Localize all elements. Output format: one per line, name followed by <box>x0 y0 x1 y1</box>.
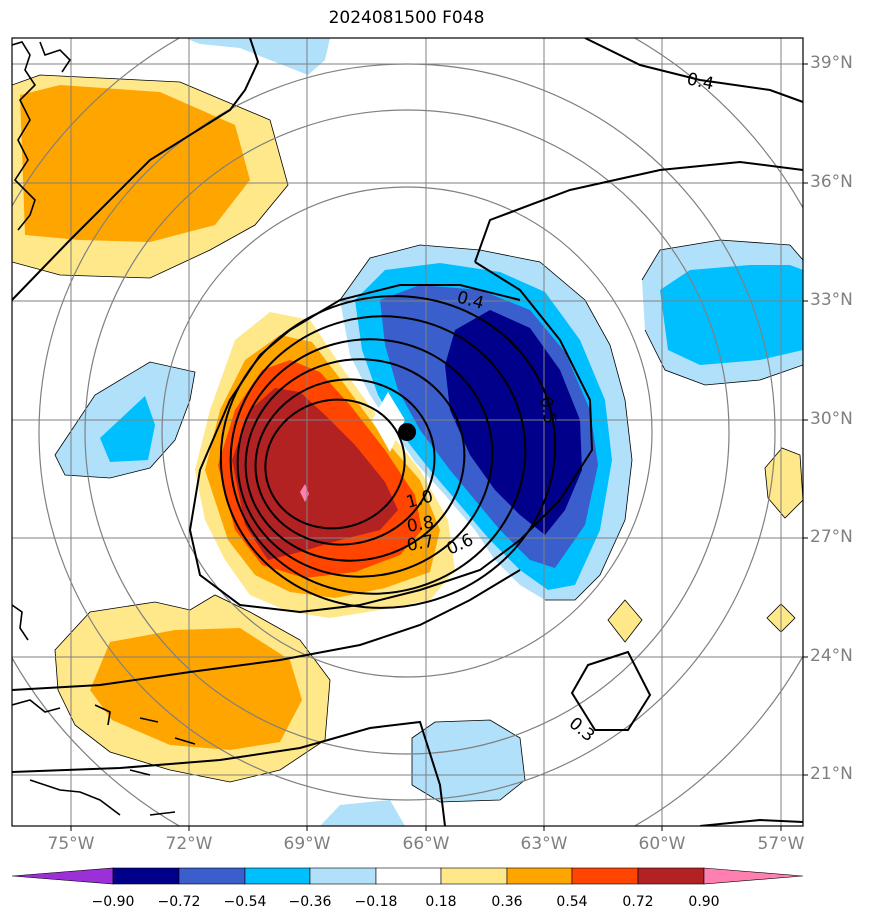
lat-label: 30°N <box>810 409 853 429</box>
lat-label: 24°N <box>810 646 853 666</box>
neutral-slot <box>372 392 405 452</box>
negative-region-north <box>185 38 330 75</box>
colorbar-extend-high <box>703 867 804 885</box>
lat-label: 39°N <box>810 53 853 73</box>
tick-marks <box>70 63 808 831</box>
colorbar-tick-label: −0.90 <box>91 894 135 910</box>
map-content <box>12 38 803 826</box>
contour-label: 0.5 <box>535 395 559 425</box>
lat-label: 36°N <box>810 172 853 192</box>
lon-label: 66°W <box>402 834 450 854</box>
contour-label: 0.7 <box>405 532 435 556</box>
contour-0.3-south <box>12 720 446 826</box>
negative-lobe-navy <box>445 310 582 535</box>
map-title: 2024081500 F048 <box>328 8 485 28</box>
colorbar-tick-label: 0.72 <box>622 894 654 910</box>
negative-region-south <box>412 720 525 802</box>
colorbar-tick-label: −0.54 <box>223 894 267 910</box>
lat-label: 33°N <box>810 290 853 310</box>
negative-region-west-core <box>100 396 155 462</box>
positive-lobe-darkred <box>232 388 398 560</box>
range-rings <box>12 38 803 826</box>
storm-center-marker <box>398 423 416 441</box>
lon-label: 63°W <box>520 834 568 854</box>
lon-label: 60°W <box>638 834 686 854</box>
colorbar-extend-low <box>11 867 114 885</box>
negative-region-east-core <box>660 265 803 365</box>
lon-label: 57°W <box>757 834 805 854</box>
colorbar-tick-label: −0.18 <box>354 894 398 910</box>
contour-0.4-south <box>12 569 521 691</box>
lat-label: 27°N <box>810 527 853 547</box>
colorbar-tick-label: 0.90 <box>688 894 720 910</box>
contour-0.4-northeast <box>584 38 803 103</box>
lon-label: 69°W <box>283 834 331 854</box>
colorbar-tick-label: 0.54 <box>556 894 588 910</box>
contours <box>12 38 803 826</box>
lat-label: 21°N <box>810 764 853 784</box>
map-frame <box>11 37 804 827</box>
contour-label: 0.8 <box>405 513 435 537</box>
colorbar-tick-label: 0.36 <box>491 894 523 910</box>
positive-patch-east <box>765 448 803 518</box>
colorbar-tick-label: −0.72 <box>157 894 201 910</box>
coastline <box>12 41 196 816</box>
colorbar-tick-label: −0.36 <box>288 894 332 910</box>
contour-0.4-outer <box>12 38 260 301</box>
colorbar-tick-label: 0.18 <box>425 894 457 910</box>
colorbar <box>11 867 804 885</box>
contour-0.3-southeast <box>699 818 803 826</box>
lon-label: 75°W <box>47 834 95 854</box>
positive-region-southwest-core <box>90 628 302 750</box>
contour-0.3-ring <box>570 650 652 731</box>
lon-label: 72°W <box>165 834 213 854</box>
positive-region-northwest-core <box>20 85 250 242</box>
contour-0.4-east <box>474 160 803 263</box>
negative-region-south-edge <box>320 800 405 826</box>
graticule <box>12 38 803 826</box>
